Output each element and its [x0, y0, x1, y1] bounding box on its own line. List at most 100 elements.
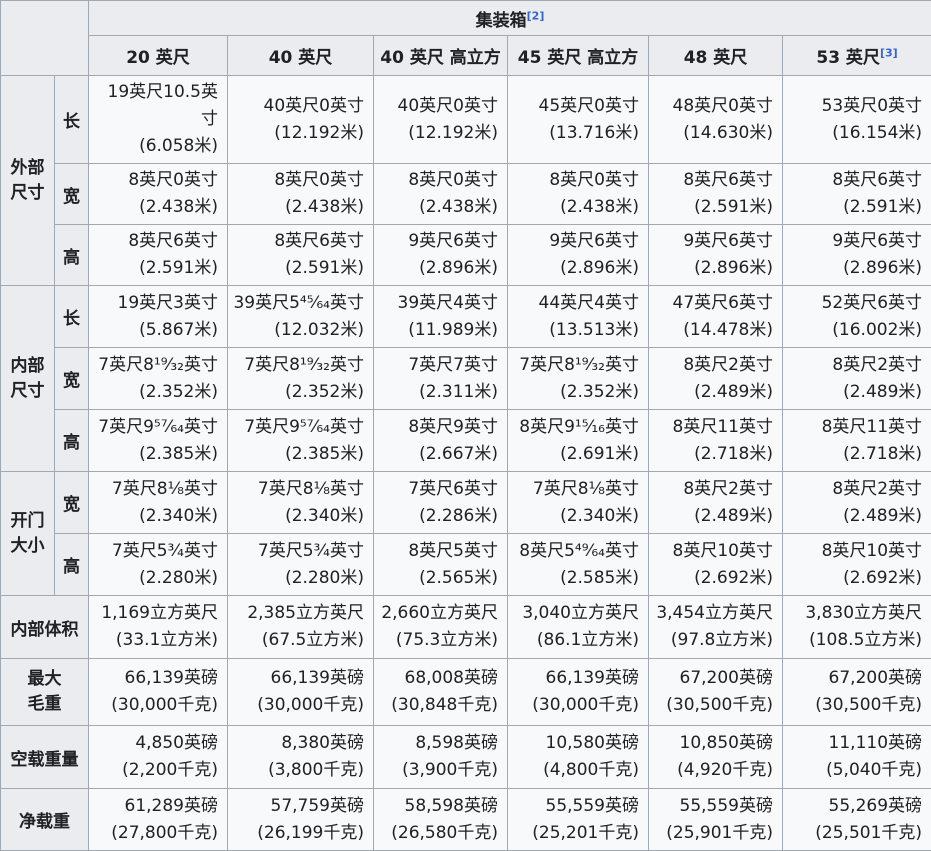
spec-cell: 3,830立方英尺 (108.5立方米) — [783, 596, 931, 659]
spec-cell: 11,110英磅 (5,040千克) — [783, 726, 931, 789]
spec-cell: 7英尺8¹⁄₈英寸 (2.340米) — [508, 472, 649, 534]
spec-cell: 39英尺4英寸 (11.989米) — [374, 286, 508, 348]
table-row-internal-volume: 内部体积 1,169立方英尺 (33.1立方米) 2,385立方英尺 (67.5… — [1, 596, 931, 659]
column-header-48ft: 48 英尺 — [649, 36, 783, 76]
spec-cell: 52英尺6英寸 (16.002米) — [783, 286, 931, 348]
spec-cell: 19英尺10.5英寸 (6.058米) — [89, 76, 228, 164]
spec-cell: 48英尺0英寸 (14.630米) — [649, 76, 783, 164]
spec-cell: 55,559英磅 (25,201千克) — [508, 789, 649, 851]
spec-cell: 47英尺6英寸 (14.478米) — [649, 286, 783, 348]
column-header-20ft: 20 英尺 — [89, 36, 228, 76]
row-label-height: 高 — [55, 534, 89, 596]
spec-cell: 3,454立方英尺 (97.8立方米) — [649, 596, 783, 659]
row-label-gross-weight: 最大 毛重 — [1, 659, 89, 726]
corner-cell — [1, 1, 89, 76]
spec-cell: 7英尺6英寸 (2.286米) — [374, 472, 508, 534]
spec-cell: 8,598英磅 (3,900千克) — [374, 726, 508, 789]
spec-cell: 67,200英磅 (30,500千克) — [649, 659, 783, 726]
spec-cell: 61,289英磅 (27,800千克) — [89, 789, 228, 851]
spec-cell: 45英尺0英寸 (13.716米) — [508, 76, 649, 164]
spec-cell: 40英尺0英寸 (12.192米) — [374, 76, 508, 164]
spec-cell: 67,200英磅 (30,500千克) — [783, 659, 931, 726]
row-label-width: 宽 — [55, 472, 89, 534]
spec-cell: 58,598英磅 (26,580千克) — [374, 789, 508, 851]
spec-cell: 8英尺6英寸 (2.591米) — [783, 164, 931, 225]
table-row-internal-height: 高 7英尺9⁵⁷⁄₆₄英寸 (2.385米) 7英尺9⁵⁷⁄₆₄英寸 (2.38… — [1, 410, 931, 472]
spec-cell: 8英尺0英寸 (2.438米) — [374, 164, 508, 225]
spec-cell: 9英尺6英寸 (2.896米) — [649, 225, 783, 286]
column-header-label: 53 英尺 — [816, 48, 880, 68]
row-label-height: 高 — [55, 225, 89, 286]
spec-cell: 10,850英磅 (4,920千克) — [649, 726, 783, 789]
spec-cell: 40英尺0英寸 (12.192米) — [228, 76, 374, 164]
column-header-40ft-hc: 40 英尺 高立方 — [374, 36, 508, 76]
spec-cell: 7英尺8¹⁄₈英寸 (2.340米) — [89, 472, 228, 534]
spec-cell: 8英尺6英寸 (2.591米) — [89, 225, 228, 286]
spec-cell: 2,385立方英尺 (67.5立方米) — [228, 596, 374, 659]
table-row-tare-weight: 空载重量 4,850英磅 (2,200千克) 8,380英磅 (3,800千克)… — [1, 726, 931, 789]
spec-cell: 8英尺9¹⁵⁄₁₆英寸 (2.691米) — [508, 410, 649, 472]
spec-cell: 7英尺9⁵⁷⁄₆₄英寸 (2.385米) — [89, 410, 228, 472]
column-header-53ft: 53 英尺[3] — [783, 36, 931, 76]
spec-cell: 8英尺2英寸 (2.489米) — [649, 472, 783, 534]
spec-cell: 8英尺0英寸 (2.438米) — [89, 164, 228, 225]
spec-cell: 8英尺9英寸 (2.667米) — [374, 410, 508, 472]
spec-cell: 55,269英磅 (25,501千克) — [783, 789, 931, 851]
spec-cell: 66,139英磅 (30,000千克) — [508, 659, 649, 726]
spec-cell: 8英尺11英寸 (2.718米) — [783, 410, 931, 472]
spec-cell: 8英尺10英寸 (2.692米) — [783, 534, 931, 596]
column-header-label: 40 英尺 高立方 — [380, 48, 501, 68]
spec-cell: 8英尺6英寸 (2.591米) — [228, 225, 374, 286]
spec-cell: 8英尺6英寸 (2.591米) — [649, 164, 783, 225]
table-row-max-gross-weight: 最大 毛重 66,139英磅 (30,000千克) 66,139英磅 (30,0… — [1, 659, 931, 726]
spec-cell: 2,660立方英尺 (75.3立方米) — [374, 596, 508, 659]
column-header-label: 45 英尺 高立方 — [518, 48, 639, 68]
spec-cell: 9英尺6英寸 (2.896米) — [783, 225, 931, 286]
row-label-net-load: 净载重 — [1, 789, 89, 851]
spec-cell: 8英尺2英寸 (2.489米) — [783, 472, 931, 534]
table-row-external-height: 高 8英尺6英寸 (2.591米) 8英尺6英寸 (2.591米) 9英尺6英寸… — [1, 225, 931, 286]
spec-cell: 7英尺8¹⁹⁄₃₂英寸 (2.352米) — [228, 348, 374, 410]
spec-cell: 7英尺8¹⁄₈英寸 (2.340米) — [228, 472, 374, 534]
spec-cell: 7英尺7英寸 (2.311米) — [374, 348, 508, 410]
table-row-door-width: 开门 大小 宽 7英尺8¹⁄₈英寸 (2.340米) 7英尺8¹⁄₈英寸 (2.… — [1, 472, 931, 534]
spec-cell: 39英尺5⁴⁵⁄₆₄英寸 (12.032米) — [228, 286, 374, 348]
spec-cell: 10,580英磅 (4,800千克) — [508, 726, 649, 789]
row-label-width: 宽 — [55, 348, 89, 410]
column-header-45ft-hc: 45 英尺 高立方 — [508, 36, 649, 76]
table-row-external-length: 外部 尺寸 长 19英尺10.5英寸 (6.058米) 40英尺0英寸 (12.… — [1, 76, 931, 164]
spec-cell: 19英尺3英寸 (5.867米) — [89, 286, 228, 348]
reference-link-3[interactable]: [3] — [880, 46, 898, 59]
spec-cell: 8英尺11英寸 (2.718米) — [649, 410, 783, 472]
spec-cell: 53英尺0英寸 (16.154米) — [783, 76, 931, 164]
spec-cell: 8英尺10英寸 (2.692米) — [649, 534, 783, 596]
row-label-tare-weight: 空载重量 — [1, 726, 89, 789]
spec-cell: 8英尺0英寸 (2.438米) — [228, 164, 374, 225]
spec-cell: 66,139英磅 (30,000千克) — [228, 659, 374, 726]
spec-cell: 7英尺9⁵⁷⁄₆₄英寸 (2.385米) — [228, 410, 374, 472]
column-header-40ft: 40 英尺 — [228, 36, 374, 76]
table-row-internal-length: 内部 尺寸 长 19英尺3英寸 (5.867米) 39英尺5⁴⁵⁄₆₄英寸 (1… — [1, 286, 931, 348]
spec-cell: 7英尺8¹⁹⁄₃₂英寸 (2.352米) — [508, 348, 649, 410]
column-header-label: 20 英尺 — [126, 48, 190, 68]
spec-cell: 55,559英磅 (25,901千克) — [649, 789, 783, 851]
table-title-text: 集装箱 — [476, 11, 527, 31]
spec-cell: 8,380英磅 (3,800千克) — [228, 726, 374, 789]
spec-cell: 68,008英磅 (30,848千克) — [374, 659, 508, 726]
row-group-label-internal: 内部 尺寸 — [1, 286, 55, 472]
spec-cell: 8英尺5英寸 (2.565米) — [374, 534, 508, 596]
row-label-length: 长 — [55, 76, 89, 164]
spec-cell: 44英尺4英寸 (13.513米) — [508, 286, 649, 348]
spec-cell: 9英尺6英寸 (2.896米) — [508, 225, 649, 286]
spec-cell: 1,169立方英尺 (33.1立方米) — [89, 596, 228, 659]
spec-cell: 7英尺5³⁄₄英寸 (2.280米) — [89, 534, 228, 596]
column-header-label: 40 英尺 — [269, 48, 333, 68]
table-row-door-height: 高 7英尺5³⁄₄英寸 (2.280米) 7英尺5³⁄₄英寸 (2.280米) … — [1, 534, 931, 596]
spec-cell: 4,850英磅 (2,200千克) — [89, 726, 228, 789]
row-label-width: 宽 — [55, 164, 89, 225]
reference-link-2[interactable]: [2] — [527, 9, 545, 22]
spec-cell: 8英尺2英寸 (2.489米) — [783, 348, 931, 410]
column-header-label: 48 英尺 — [684, 48, 748, 68]
table-title-row: 集装箱[2] — [1, 1, 931, 36]
